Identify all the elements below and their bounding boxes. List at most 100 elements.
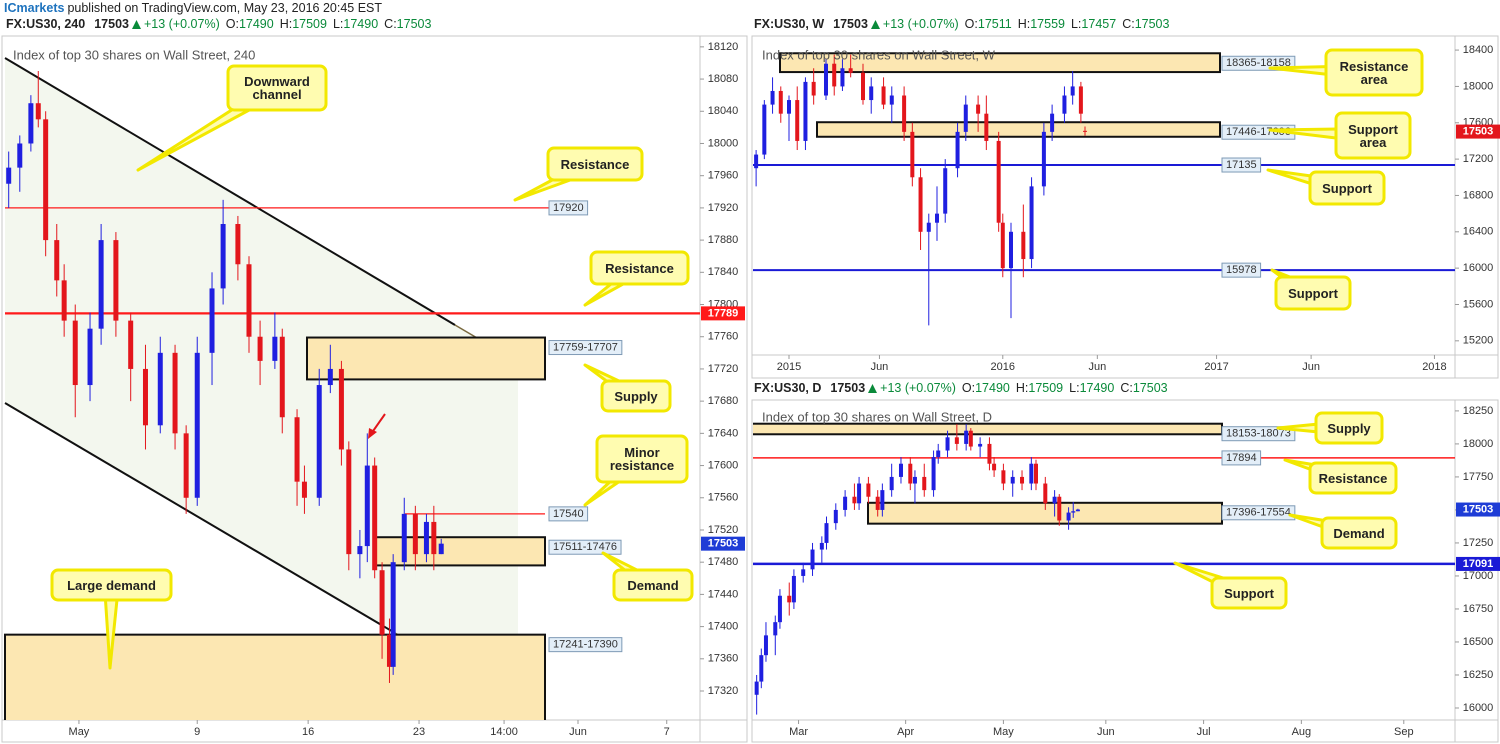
callout-box (1308, 461, 1398, 495)
callout-text: Supply (1327, 420, 1371, 436)
price-label-box (548, 340, 623, 356)
callout-box (1324, 48, 1424, 97)
price-label: 15978 (1226, 264, 1257, 276)
price-label: 17920 (553, 202, 584, 214)
x-tick-label: 2016 (991, 361, 1015, 373)
y-tick-label: 17760 (708, 331, 739, 343)
candle-body (754, 681, 759, 695)
candle-body (1043, 483, 1048, 504)
x-tick-label: Apr (897, 726, 914, 738)
ohlc-value: 17503 (1134, 17, 1170, 31)
plot-area (4, 57, 700, 720)
candle-body (1001, 470, 1006, 484)
x-tick-label: Aug (1292, 726, 1312, 738)
candle-body (803, 81, 808, 141)
price-label-box (548, 506, 589, 522)
candle-body (754, 154, 759, 169)
x-tick-label: 7 (664, 726, 670, 738)
last-price-tag-text: 17503 (1463, 125, 1494, 137)
candle-body (918, 177, 923, 232)
ohlc-value: 17509 (292, 17, 327, 31)
ohlc-value: 17490 (1079, 381, 1115, 395)
price-label: 17540 (553, 508, 584, 520)
price-label-box (1221, 505, 1296, 521)
y-tick-label: 18000 (708, 137, 739, 149)
y-tick-label: 17840 (708, 266, 739, 278)
x-tick-label: 16 (302, 726, 314, 738)
callout-text: Resistance (1318, 470, 1388, 486)
candle-body (759, 655, 764, 682)
level-tag (1456, 556, 1500, 571)
y-tick-label: 17250 (1463, 537, 1494, 549)
callout-text: Support (1288, 285, 1338, 301)
y-tick-label: 16500 (1463, 636, 1494, 648)
zone (753, 422, 1223, 436)
price-label: 17396-17554 (1226, 507, 1291, 519)
panel-frame (751, 399, 1499, 743)
plot-area (753, 422, 1455, 715)
candle-body (976, 104, 981, 114)
y-tick-label: 17920 (708, 202, 739, 214)
chart-title: Index of top 30 shares on Wall Street, D (762, 409, 992, 424)
candle-body (157, 352, 163, 426)
x-tick-label: 2017 (1204, 361, 1228, 373)
ohlc-label: L: (1070, 17, 1082, 31)
ohlc-value: 17509 (1028, 381, 1064, 395)
candle-body (401, 513, 407, 563)
chart-header: FX:US30, W 17503 +13 (+0.07%) O: 17511 H: 1755… (754, 17, 1169, 31)
ohlc-value: 17490 (343, 17, 379, 31)
candle-body (379, 570, 385, 635)
up-icon (868, 383, 878, 393)
ohlc-value: 17503 (1132, 381, 1168, 395)
author[interactable]: ICmarkets (4, 1, 65, 15)
callout-text: Resistance (605, 260, 674, 276)
channel-line (4, 402, 396, 634)
candle-body (811, 81, 816, 96)
candle-body (912, 476, 917, 484)
callout-text: Supply (614, 388, 658, 404)
ohlc-value: 17490 (238, 17, 274, 31)
candle-body (279, 336, 285, 418)
y-tick-label: 16400 (1463, 226, 1494, 238)
candle-body (364, 465, 370, 547)
x-tick-label: 23 (413, 726, 425, 738)
x-tick-label: 2018 (1422, 361, 1446, 373)
zone (779, 52, 1221, 74)
y-tick-label: 17960 (708, 170, 739, 182)
callout-text: Demand (1333, 525, 1385, 541)
ohlc-label: H: (1015, 381, 1029, 395)
ohlc-label: O: (225, 17, 239, 31)
x-tick-label: May (993, 726, 1014, 738)
chart-header: FX:US30, D 17503 +13 (+0.07%) O: 17490 H: 1750… (754, 381, 1168, 395)
y-tick-label: 17600 (708, 459, 739, 471)
arrow-head (368, 428, 377, 439)
candle-body (777, 595, 782, 623)
candle-body (833, 509, 838, 524)
candle-body (987, 443, 992, 464)
y-tick-label: 18250 (1463, 405, 1494, 417)
level-tag (701, 306, 745, 321)
candle-body (390, 562, 396, 667)
channel-line (4, 57, 456, 326)
candle-body (1050, 113, 1055, 132)
candle-body (902, 95, 907, 132)
last-price-tag (1456, 124, 1500, 139)
y-tick-label: 17360 (708, 653, 739, 665)
candle-body (17, 143, 23, 168)
candle-body (61, 280, 67, 321)
candle-body (875, 496, 880, 510)
candle-body (1000, 222, 1005, 269)
ohlc-label: O: (964, 17, 978, 31)
price-label: 17759-17707 (553, 341, 618, 353)
y-tick-label: 16000 (1463, 702, 1494, 714)
up-icon (131, 19, 141, 29)
candle-body (1020, 476, 1025, 484)
callout-box (600, 379, 672, 413)
candle-body (791, 575, 796, 603)
up-triangle (870, 19, 880, 29)
x-tick-label: Jun (1097, 726, 1115, 738)
candle-body (770, 90, 775, 105)
candle-body (778, 90, 783, 114)
candle-body (1029, 463, 1034, 484)
y-tick-label: 17720 (708, 363, 739, 375)
